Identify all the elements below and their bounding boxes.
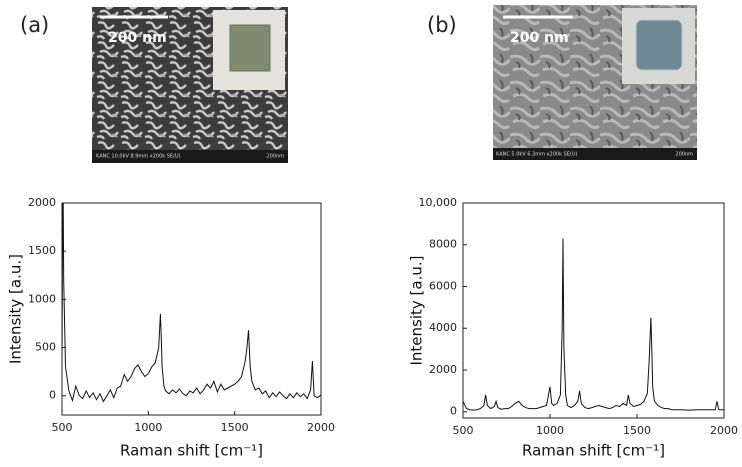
y-axis-title: Intensity [a.u.] <box>7 254 25 364</box>
x-tick-label: 2000 <box>307 421 335 434</box>
sem-info-bar <box>92 150 288 163</box>
sem-info: KANC 5.0kV 6.3mm x200k SE(U) <box>496 152 578 158</box>
sem-info: KANC 10.0kV 8.9mm x200k SE(U) <box>96 154 181 160</box>
x-tick-label: 500 <box>453 424 474 437</box>
spectrum-line <box>62 203 321 403</box>
scale-bar-label: 200 nm <box>510 30 569 46</box>
sem-info-scale: 200nm <box>675 152 693 158</box>
y-axis-title: Intensity [a.u.] <box>408 256 426 366</box>
y-tick-label: 1000 <box>28 292 56 305</box>
y-tick-label: 1500 <box>28 244 56 257</box>
sample-chip <box>229 24 271 72</box>
y-tick-label: 0 <box>49 389 56 402</box>
x-tick-label: 2000 <box>710 424 738 437</box>
x-axis-title: Raman shift [cm⁻¹] <box>120 442 263 460</box>
y-tick-label: 8000 <box>429 238 457 251</box>
panel-label: (b) <box>427 13 457 37</box>
x-axis-title: Raman shift [cm⁻¹] <box>522 442 665 460</box>
x-tick-label: 1000 <box>536 424 564 437</box>
y-tick-label: 2000 <box>28 196 56 209</box>
plot-frame <box>462 202 725 419</box>
scale-bar-label: 200 nm <box>108 30 167 46</box>
x-tick-label: 1500 <box>623 424 651 437</box>
y-tick-label: 0 <box>450 405 457 418</box>
panel-label: (a) <box>20 13 49 37</box>
sem-info-scale: 200nm <box>266 154 284 160</box>
sample-chip <box>635 19 683 71</box>
x-tick-label: 500 <box>52 421 73 434</box>
spectrum-line <box>463 238 724 411</box>
plot-frame <box>61 202 322 416</box>
y-tick-label: 4000 <box>429 321 457 334</box>
x-tick-label: 1500 <box>221 421 249 434</box>
y-tick-label: 10,000 <box>419 196 458 209</box>
sem-info-bar <box>493 148 697 160</box>
y-tick-label: 6000 <box>429 279 457 292</box>
x-tick-label: 1000 <box>134 421 162 434</box>
y-tick-label: 500 <box>35 341 56 354</box>
y-tick-label: 2000 <box>429 363 457 376</box>
